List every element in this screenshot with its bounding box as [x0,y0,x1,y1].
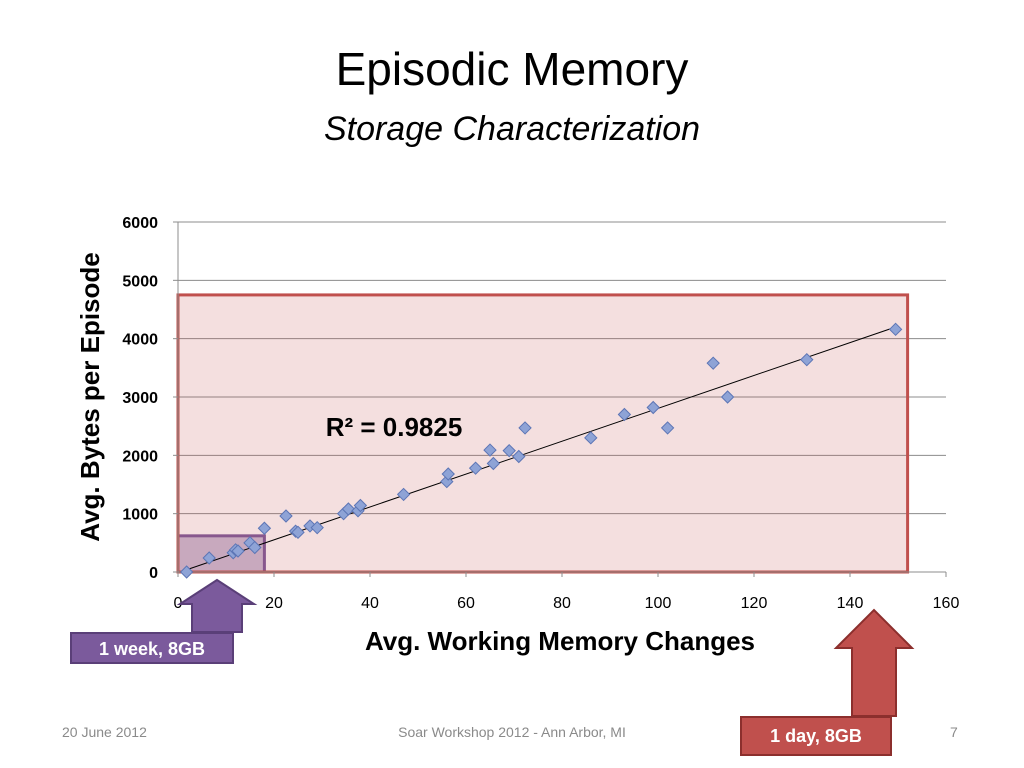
x-tick-label: 40 [361,595,379,612]
data-point [888,322,903,337]
data-point [202,551,216,565]
x-axis-label: Avg. Working Memory Changes [365,626,755,656]
day-callout-arrow [833,608,915,717]
footer-event: Soar Workshop 2012 - Ann Arbor, MI [398,724,626,740]
data-point [617,407,632,422]
x-tick-label: 80 [553,595,571,612]
data-point [720,390,735,404]
data-point [486,456,501,471]
footer-date: 20 June 2012 [62,724,147,740]
data-point [512,449,526,464]
data-point [248,540,262,555]
y-tick-label: 0 [149,565,158,582]
data-point [396,487,411,502]
slide-subtitle: Storage Characterization [323,110,701,148]
data-point [483,443,497,457]
data-point [257,521,272,535]
x-tick-label: 60 [457,595,475,612]
data-point [468,461,483,475]
day-callout-label: 1 day, 8GB [740,716,892,756]
data-point [279,509,293,523]
data-point [291,525,305,540]
x-tick-label: 0 [174,595,183,612]
data-point [646,400,660,415]
highlight-region [176,293,910,574]
x-tick-label: 20 [265,595,283,612]
y-tick-label: 4000 [122,332,158,349]
data-point [502,443,516,458]
data-point [441,467,455,481]
x-tick-label: 140 [837,595,864,612]
y-axis-label: Avg. Bytes per Episode [75,252,105,541]
data-point [706,356,720,370]
week-callout-arrow [176,578,258,633]
page-number: 7 [950,724,958,740]
data-point [310,520,324,535]
y-tick-label: 5000 [122,273,158,290]
y-tick-label: 3000 [122,390,158,407]
data-point [584,431,598,445]
data-point [231,544,245,558]
data-point [179,565,194,579]
y-tick-label: 6000 [122,215,158,232]
data-point [800,352,814,367]
x-tick-label: 160 [933,595,960,612]
data-point [353,498,368,513]
week-callout-label: 1 week, 8GB [70,632,234,664]
y-tick-label: 2000 [122,448,158,465]
r-squared-annotation: R² = 0.9825 [326,412,463,442]
data-point [518,421,532,435]
slide-title: Episodic Memory [335,43,689,95]
data-point [341,502,356,516]
y-tick-label: 1000 [122,507,158,524]
data-point [660,421,675,435]
trendline [185,326,896,571]
x-tick-label: 100 [645,595,672,612]
x-tick-label: 120 [741,595,768,612]
